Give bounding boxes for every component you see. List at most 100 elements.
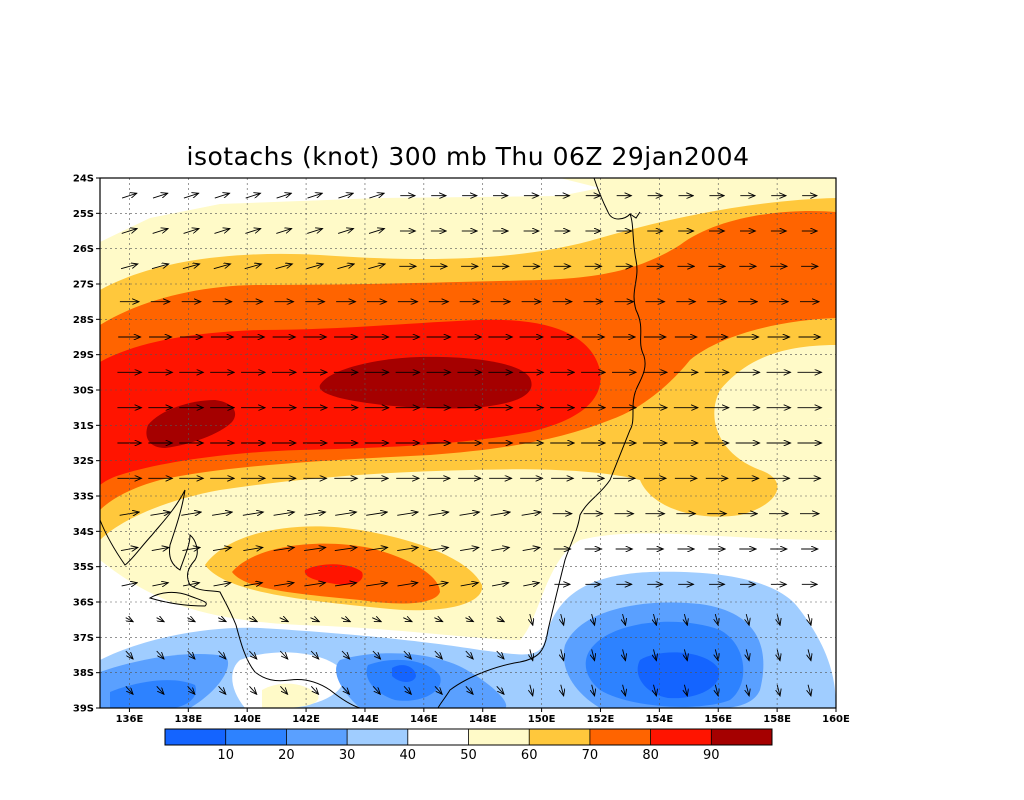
wind-arrow: [214, 229, 229, 234]
wind-arrow: [561, 684, 564, 696]
wind-arrow: [561, 649, 564, 660]
lat-tick-label: 29S: [73, 350, 94, 361]
wind-arrow: [151, 547, 169, 550]
wind-arrow: [715, 613, 718, 625]
wind-arrow: [279, 650, 288, 659]
lat-tick-label: 37S: [73, 633, 94, 644]
wind-arrow: [280, 686, 287, 694]
wind-arrow: [156, 618, 164, 622]
wind-arrow: [490, 512, 510, 515]
lat-tick-label: 39S: [73, 704, 94, 715]
wind-arrow: [428, 547, 449, 550]
wind-arrow: [465, 650, 473, 659]
lat-tick-label: 38S: [73, 668, 94, 679]
longitude-axis: 136E 138E 140E 142E 144E 146E 148E 150E 152E 154E…: [116, 708, 850, 725]
wind-arrow: [530, 649, 533, 660]
plot-frame: [99, 177, 837, 709]
wind-arrow: [182, 583, 199, 586]
wind-arrow: [592, 613, 595, 625]
wind-arrow: [310, 618, 319, 622]
colorbar-label: 10: [217, 748, 234, 763]
wind-arrow: [156, 650, 164, 659]
wind-arrow: [249, 686, 256, 694]
wind-arrow: [653, 613, 656, 625]
wind-arrow: [337, 264, 354, 270]
wind-arrow: [334, 547, 357, 550]
lon-tick-label: 160E: [822, 714, 850, 725]
wind-arrow: [214, 193, 230, 199]
band-0-10-east: [637, 652, 720, 699]
wind-arrow: [212, 512, 232, 515]
wind-arrow: [366, 512, 387, 515]
wind-arrow: [684, 613, 687, 625]
wind-arrow: [183, 193, 199, 199]
lat-tick-label: 32S: [73, 456, 94, 467]
wind-arrow: [522, 547, 540, 550]
wind-arrow: [243, 583, 263, 586]
wind-arrow: [746, 649, 749, 660]
wind-arrow: [491, 547, 509, 550]
wind-arrow: [338, 229, 353, 234]
wind-arrow: [434, 618, 442, 622]
wind-arrow: [746, 684, 749, 696]
wind-arrow: [243, 547, 262, 550]
colorbar-swatch: [589, 729, 651, 745]
wind-arrow: [304, 547, 326, 550]
wind-arrow: [273, 547, 295, 550]
lon-tick-label: 154E: [646, 714, 674, 725]
colorbar-label: 50: [460, 748, 477, 763]
wind-arrow: [310, 650, 319, 659]
colorbar-swatch: [165, 729, 226, 745]
wind-arrow: [523, 583, 539, 586]
wind-arrow: [428, 512, 448, 515]
lon-tick-label: 156E: [704, 714, 732, 725]
wind-arrow: [245, 193, 261, 199]
band-50-60-pocket: [262, 683, 319, 708]
wind-arrow: [684, 649, 687, 660]
wind-arrow: [372, 618, 381, 622]
wind-arrow: [654, 684, 657, 696]
wind-arrow: [496, 650, 504, 659]
wind-arrow: [434, 650, 442, 659]
colorbar-swatch: [650, 729, 712, 745]
lat-tick-label: 34S: [73, 527, 94, 538]
wind-arrow: [152, 193, 168, 199]
wind-arrow: [777, 649, 780, 660]
wind-arrow: [403, 650, 412, 659]
lon-tick-label: 146E: [410, 714, 438, 725]
wind-arrow: [152, 229, 168, 234]
wind-arrow: [307, 229, 322, 234]
wind-arrow: [530, 684, 533, 696]
coastline: [99, 177, 646, 709]
lat-tick-label: 35S: [73, 562, 94, 573]
band-0-10-central: [392, 665, 416, 682]
lat-tick-label: 30S: [73, 386, 94, 397]
lat-tick-label: 27S: [73, 280, 94, 291]
colorbar-swatch: [407, 729, 469, 745]
wind-arrow: [496, 686, 504, 694]
wind-arrow: [276, 193, 292, 199]
wind-arrow: [492, 583, 509, 586]
wind-arrow: [249, 650, 256, 659]
colorbar-swatch: [468, 729, 530, 745]
wind-arrow: [242, 512, 263, 515]
gridlines: [100, 178, 836, 708]
wind-arrow: [372, 650, 381, 659]
latitude-axis: 24S 25S 26S 27S 28S 29S 30S 31S 32S 33S 34S 35S 36S 3…: [73, 174, 100, 715]
wind-arrow: [338, 193, 353, 199]
lon-tick-label: 140E: [233, 714, 261, 725]
wind-arrow: [623, 613, 626, 625]
wind-arrow: [808, 649, 811, 660]
wind-arrow: [276, 229, 291, 234]
wind-arrow: [460, 547, 479, 550]
lon-tick-label: 158E: [763, 714, 791, 725]
band-90-plus-west: [146, 400, 236, 448]
wind-arrow: [592, 649, 595, 660]
wind-arrow: [275, 264, 293, 270]
wind-arrow: [183, 229, 199, 234]
wind-arrow: [368, 264, 385, 270]
wind-arrow: [777, 613, 780, 625]
wind-arrow: [460, 583, 479, 586]
lat-tick-label: 28S: [73, 315, 94, 326]
